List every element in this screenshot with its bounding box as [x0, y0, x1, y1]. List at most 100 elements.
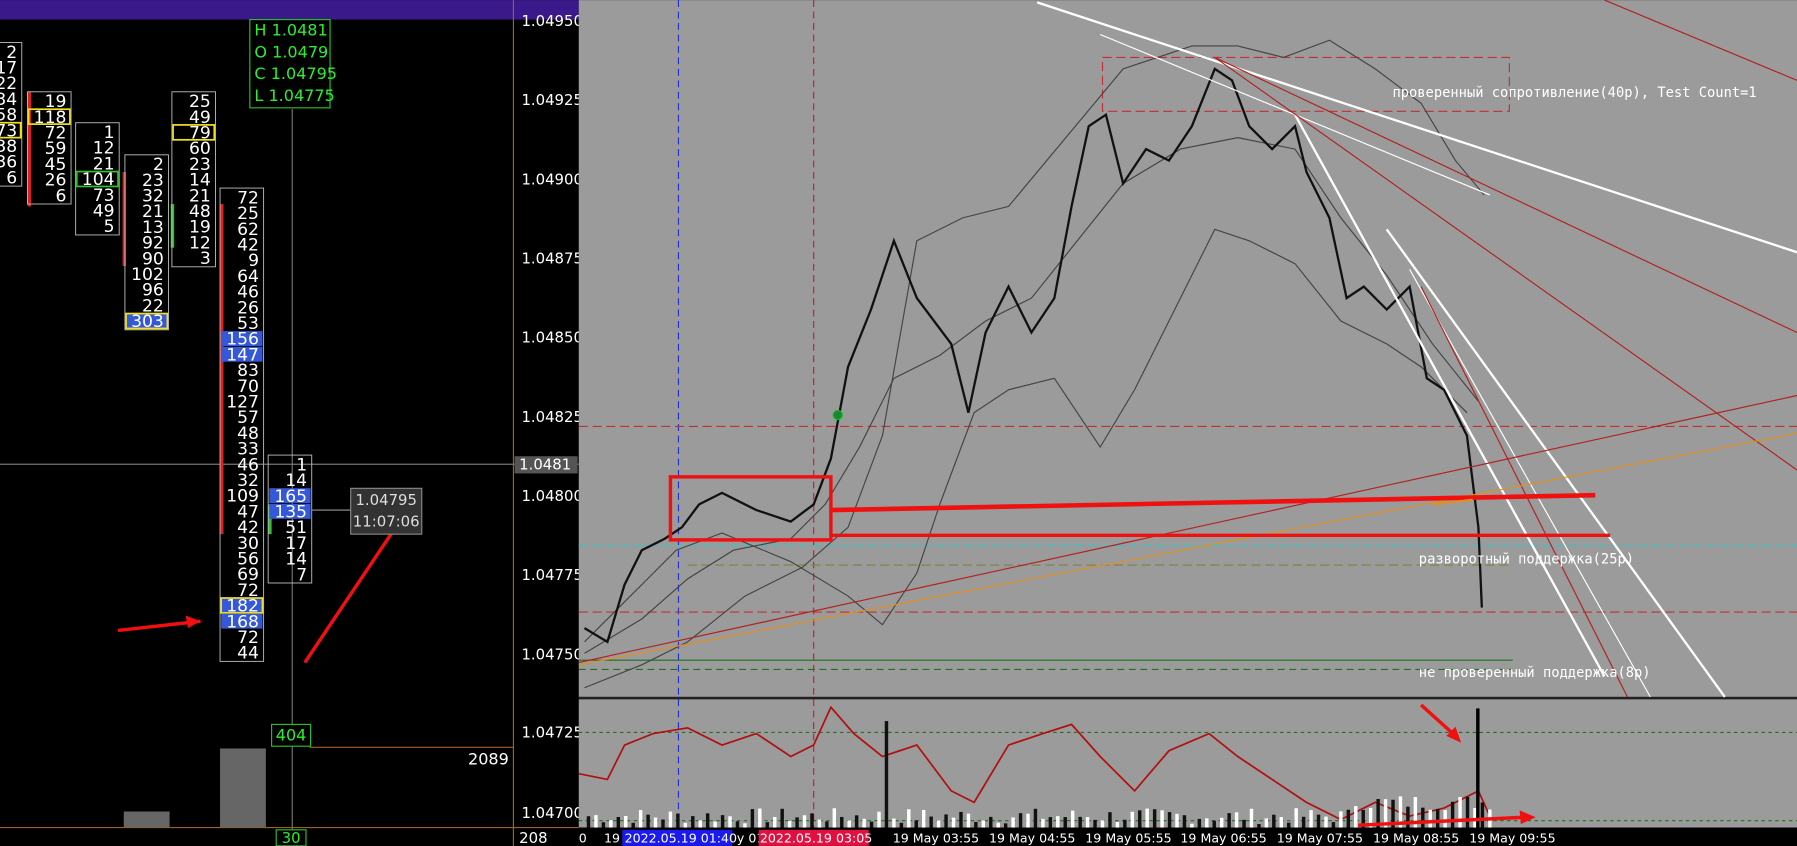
chart-shape: [1476, 708, 1480, 828]
chart-shape: [0, 0, 579, 846]
footprint-cell: 118: [34, 108, 67, 128]
volume-bar: [810, 813, 814, 828]
volume-bar: [646, 814, 650, 828]
chart-shape: [1519, 810, 1536, 825]
footprint-cell: 14: [189, 171, 211, 191]
time-axis-label: 19: [604, 831, 620, 846]
volume-bar: [981, 820, 986, 828]
footprint-cell: 48: [237, 424, 259, 444]
chart-shape: [1214, 56, 1797, 471]
volume-bar: [877, 811, 881, 828]
sub-axis-label: 1.04725: [521, 724, 583, 742]
footprint-cell: 42: [237, 235, 259, 255]
footprint-cell: 53: [237, 314, 259, 334]
ohlc-box: H 1.0481 O 1.0479 C 1.04795 L 1.04775: [249, 19, 337, 109]
volume-bar: [1272, 814, 1276, 828]
volume-bar: [1465, 796, 1470, 828]
volume-bar: [586, 816, 591, 828]
footprint-cell: 57: [237, 408, 259, 428]
volume-bar: [1287, 822, 1291, 828]
time-axis-label: 19 May 08:55: [1373, 831, 1459, 846]
chart-shape: [185, 615, 201, 629]
volume-bar: [638, 810, 643, 828]
footprint-cell: 26: [45, 171, 67, 191]
time-axis-label: 0: [579, 831, 587, 846]
cell-highlight: [27, 108, 71, 125]
footprint-cell: 62: [237, 220, 259, 240]
cell-highlight: [220, 597, 264, 614]
volume-label: 2089: [468, 749, 509, 768]
footprint-cell: 102: [131, 265, 164, 285]
volume-bar: [773, 816, 777, 828]
footprint-cell: 12: [93, 139, 115, 159]
chart-shape: [583, 67, 1483, 644]
footprint-cell: 34: [0, 90, 17, 110]
volume-bar: [631, 822, 635, 828]
volume-bar: [1368, 807, 1373, 828]
footprint-cell: 56: [237, 549, 259, 569]
chart-shape: [578, 699, 1797, 828]
footprint-cell: 5: [104, 217, 115, 237]
volume-bar: [787, 821, 792, 828]
footprint-cell: 46: [237, 283, 259, 303]
footprint-panel: [0, 0, 579, 846]
volume-bar: [1249, 808, 1254, 828]
chart-shape: [514, 456, 578, 474]
chart-shape: [584, 228, 1468, 643]
chart-shape: [1357, 815, 1525, 827]
axis-bottom-label: 208: [519, 829, 547, 846]
volume-bar: [959, 811, 963, 828]
volume-bar: [1093, 819, 1097, 828]
footprint-cell: 3: [200, 249, 211, 269]
chart-shape: [27, 91, 31, 207]
volume-bar: [989, 816, 993, 828]
volume-bar: [1443, 810, 1447, 828]
chart-shape: [578, 432, 1797, 666]
chart-shape: [832, 409, 843, 421]
footprint-cell: 60: [189, 139, 211, 159]
price-axis-label: 1.04950: [521, 12, 583, 30]
footprint-cell: 33: [237, 440, 259, 460]
chart-shape: [350, 487, 423, 535]
footprint-cell: 156: [226, 330, 259, 350]
price-axis-label: 1.04850: [521, 329, 583, 347]
volume-bar: [661, 819, 665, 828]
volume-bar: [1257, 824, 1261, 828]
volume-bar: [1070, 810, 1075, 828]
footprint-cell: 127: [226, 392, 259, 412]
footprint-cell: 73: [0, 121, 17, 141]
volume-bar: [1391, 799, 1395, 828]
volume-bar: [683, 822, 688, 828]
volume-bar: [1212, 820, 1216, 828]
footprint-cell: 25: [189, 92, 211, 112]
footprint-cell: 92: [142, 234, 164, 254]
volume-bar: [1219, 817, 1224, 828]
footprint-cell: 22: [142, 296, 164, 316]
volume-bar: [1197, 818, 1202, 828]
volume-bar: [1398, 796, 1403, 828]
footprint-cell: 109: [226, 487, 259, 507]
volume-bar: [1435, 809, 1440, 828]
time-marker: [758, 829, 869, 846]
footprint-cell: 135: [274, 503, 307, 523]
volume-bar: [1301, 816, 1306, 828]
volume-bar: [1056, 816, 1060, 828]
footprint-cell: 46: [237, 455, 259, 475]
cell-highlight: [221, 331, 263, 346]
price-axis-label: 1.04800: [521, 487, 583, 505]
footprint-cell: 73: [93, 186, 115, 206]
chart-shape: [122, 172, 127, 266]
price-chart: проверенный сопротивление(40p), Test Cou…: [578, 0, 1797, 846]
volume-bar: [1152, 809, 1157, 828]
volume-bar: [609, 820, 613, 828]
volume-bar: [1450, 801, 1455, 828]
footprint-cell: 147: [226, 345, 259, 365]
footprint-cell: 25: [237, 204, 259, 224]
cell-highlight: [221, 613, 263, 629]
footprint-cell: 21: [93, 154, 115, 174]
volume-bar: [713, 821, 717, 828]
footprint-cell: 23: [142, 171, 164, 191]
volume-bar: [676, 813, 680, 828]
footprint-cell: 17: [285, 534, 307, 554]
untested-support-annotation: не проверенный поддержка(8p): [1419, 665, 1651, 681]
